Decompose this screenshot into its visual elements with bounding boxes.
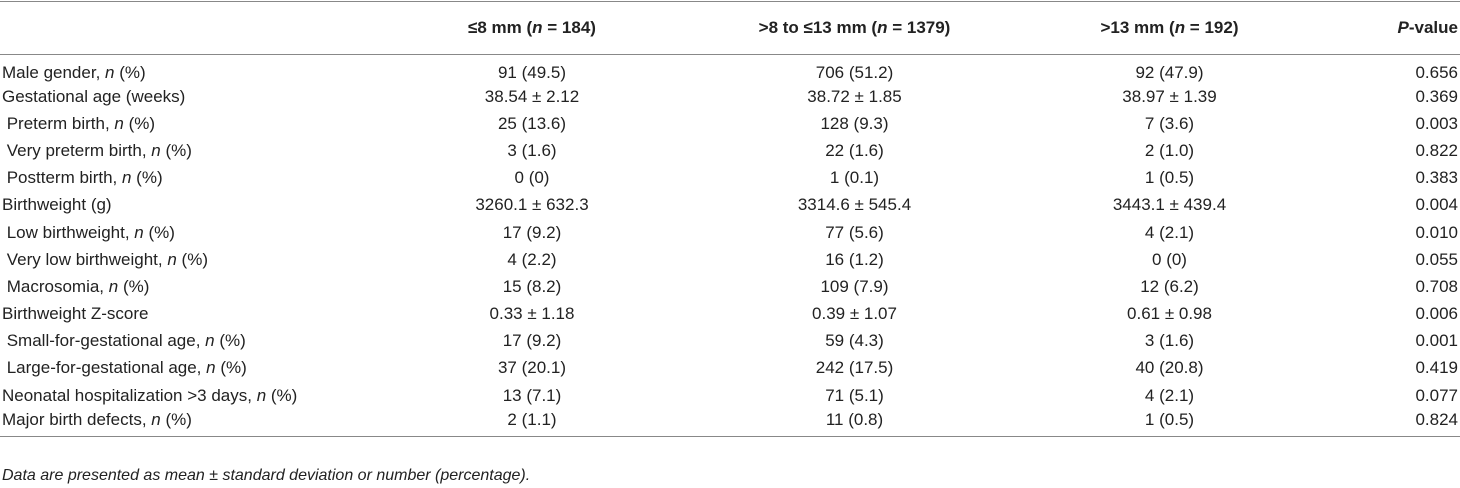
table-row: Small-for-gestational age, n (%) 17 (9.2)… xyxy=(0,328,1460,355)
cell: 0.61 ± 0.98 xyxy=(1127,304,1212,324)
cell: 1 (0.5) xyxy=(1144,409,1195,429)
footnote: Data are presented as mean ± standard de… xyxy=(2,467,531,484)
column-header: P-value xyxy=(1312,1,1460,55)
cell: 109 (7.9) xyxy=(820,276,889,296)
cell: 0.419 xyxy=(1415,358,1458,378)
row-label: Male gender, n (%) xyxy=(2,63,146,82)
cell: 38.54 ± 2.12 xyxy=(484,86,580,106)
table-row: Macrosomia, n (%) 15 (8.2) 109 (7.9) 12 (6.… xyxy=(0,273,1460,300)
cell: 17 (9.2) xyxy=(502,331,562,351)
cell: 0.33 ± 1.18 xyxy=(489,304,575,324)
column-header: ≤8 mm (n = 184) xyxy=(382,1,682,55)
table-row: Neonatal hospitalization >3 days, n (%) 1… xyxy=(0,382,1460,409)
cell: 0.822 xyxy=(1415,140,1458,160)
row-label: Low birthweight, n (%) xyxy=(2,222,175,242)
cell: 0.077 xyxy=(1415,385,1458,405)
cell: 11 (0.8) xyxy=(825,409,884,429)
cell: 0.055 xyxy=(1415,249,1458,269)
cell: 38.72 ± 1.85 xyxy=(807,86,902,106)
cell: 3443.1 ± 439.4 xyxy=(1112,195,1227,215)
cell: 4 (2.1) xyxy=(1144,385,1195,405)
row-label: Large-for-gestational age, n (%) xyxy=(2,358,247,378)
cell: 38.97 ± 1.39 xyxy=(1122,86,1217,106)
table-row: Male gender, n (%) 91 (49.5) 706 (51.2) 92 … xyxy=(0,55,1460,84)
cell: 22 (1.6) xyxy=(825,140,884,160)
cell: 4 (2.1) xyxy=(1144,222,1195,242)
row-label: Major birth defects, n (%) xyxy=(2,409,192,429)
cell: 1 (0.5) xyxy=(1144,168,1195,188)
cell: 59 (4.3) xyxy=(825,331,884,351)
cell: 7 (3.6) xyxy=(1144,113,1195,133)
cell: 16 (1.2) xyxy=(825,249,884,269)
data-table: ≤8 mm (n = 184) >8 to ≤13 mm (n = 1379) >1… xyxy=(0,1,1460,437)
cell: 91 (49.5) xyxy=(497,63,567,82)
row-label: Birthweight (g) xyxy=(2,195,112,215)
cell: 4 (2.2) xyxy=(507,249,557,269)
cell: 0.006 xyxy=(1415,304,1458,324)
cell: 128 (9.3) xyxy=(820,113,889,133)
table-row: Major birth defects, n (%) 2 (1.1) 11 (0.8… xyxy=(0,409,1460,436)
cell: 15 (8.2) xyxy=(502,276,562,296)
cell: 71 (5.1) xyxy=(825,385,884,405)
column-header xyxy=(0,1,382,55)
table-row: Postterm birth, n (%) 0 (0) 1 (0.1) 1 (0.5)… xyxy=(0,165,1460,192)
cell: 0.824 xyxy=(1415,409,1458,429)
cell: 0 (0) xyxy=(1152,249,1187,269)
cell: 13 (7.1) xyxy=(502,385,562,405)
cell: 2 (1.1) xyxy=(507,409,557,429)
cell: 40 (20.8) xyxy=(1135,358,1204,378)
table-row: Birthweight Z-score 0.33 ± 1.18 0.39 ± 1.0… xyxy=(0,301,1460,328)
column-header: >8 to ≤13 mm (n = 1379) xyxy=(682,1,1027,55)
row-label: Preterm birth, n (%) xyxy=(2,113,156,133)
row-label: Postterm birth, n (%) xyxy=(2,168,163,188)
cell: 3 (1.6) xyxy=(1144,331,1195,351)
row-label: Very preterm birth, n (%) xyxy=(2,140,192,160)
cell: 77 (5.6) xyxy=(825,222,884,242)
row-label: Macrosomia, n (%) xyxy=(2,276,150,296)
table-body: Male gender, n (%) 91 (49.5) 706 (51.2) 92 … xyxy=(0,55,1460,437)
cell: 1 (0.1) xyxy=(829,168,880,188)
cell: 0.004 xyxy=(1415,195,1458,215)
table-row: Very preterm birth, n (%) 3 (1.6) 22 (1.6)… xyxy=(0,137,1460,164)
cell: 242 (17.5) xyxy=(815,358,894,378)
cell: 0.010 xyxy=(1415,222,1458,242)
row-label: Neonatal hospitalization >3 days, n (%) xyxy=(2,385,298,405)
table-row: Preterm birth, n (%) 25 (13.6) 128 (9.3) 7 … xyxy=(0,110,1460,137)
row-label: Small-for-gestational age, n (%) xyxy=(2,331,246,351)
row-label: Gestational age (weeks) xyxy=(2,86,186,106)
column-header: >13 mm (n = 192) xyxy=(1027,1,1312,55)
cell: 12 (6.2) xyxy=(1140,276,1199,296)
cell: 0 (0) xyxy=(514,168,550,188)
table-row: Gestational age (weeks) 38.54 ± 2.12 38.72… xyxy=(0,83,1460,110)
cell: 0.383 xyxy=(1415,168,1458,188)
cell: 37 (20.1) xyxy=(497,358,567,378)
cell: 3260.1 ± 632.3 xyxy=(475,195,589,215)
cell: 3 (1.6) xyxy=(507,140,557,160)
cell: 2 (1.0) xyxy=(1144,140,1195,160)
cell: 0.656 xyxy=(1415,63,1458,82)
table-row: Large-for-gestational age, n (%) 37 (20.1… xyxy=(0,355,1460,382)
table-row: Very low birthweight, n (%) 4 (2.2) 16 (1.… xyxy=(0,246,1460,273)
cell: 92 (47.9) xyxy=(1135,63,1204,82)
header-row: ≤8 mm (n = 184) >8 to ≤13 mm (n = 1379) >1… xyxy=(0,1,1460,55)
cell: 0.708 xyxy=(1415,276,1458,296)
cell: 0.39 ± 1.07 xyxy=(812,304,897,324)
cell: 706 (51.2) xyxy=(815,63,894,82)
cell: 25 (13.6) xyxy=(497,113,567,133)
cell: 0.369 xyxy=(1415,86,1458,106)
table-row: Low birthweight, n (%) 17 (9.2) 77 (5.6) 4 … xyxy=(0,219,1460,246)
cell: 0.001 xyxy=(1415,331,1458,351)
cell: 17 (9.2) xyxy=(502,222,562,242)
row-label: Birthweight Z-score xyxy=(2,304,149,324)
cell: 0.003 xyxy=(1415,113,1458,133)
cell: 3314.6 ± 545.4 xyxy=(797,195,912,215)
row-label: Very low birthweight, n (%) xyxy=(2,249,208,269)
table-row: Birthweight (g) 3260.1 ± 632.3 3314.6 ± 54… xyxy=(0,192,1460,219)
